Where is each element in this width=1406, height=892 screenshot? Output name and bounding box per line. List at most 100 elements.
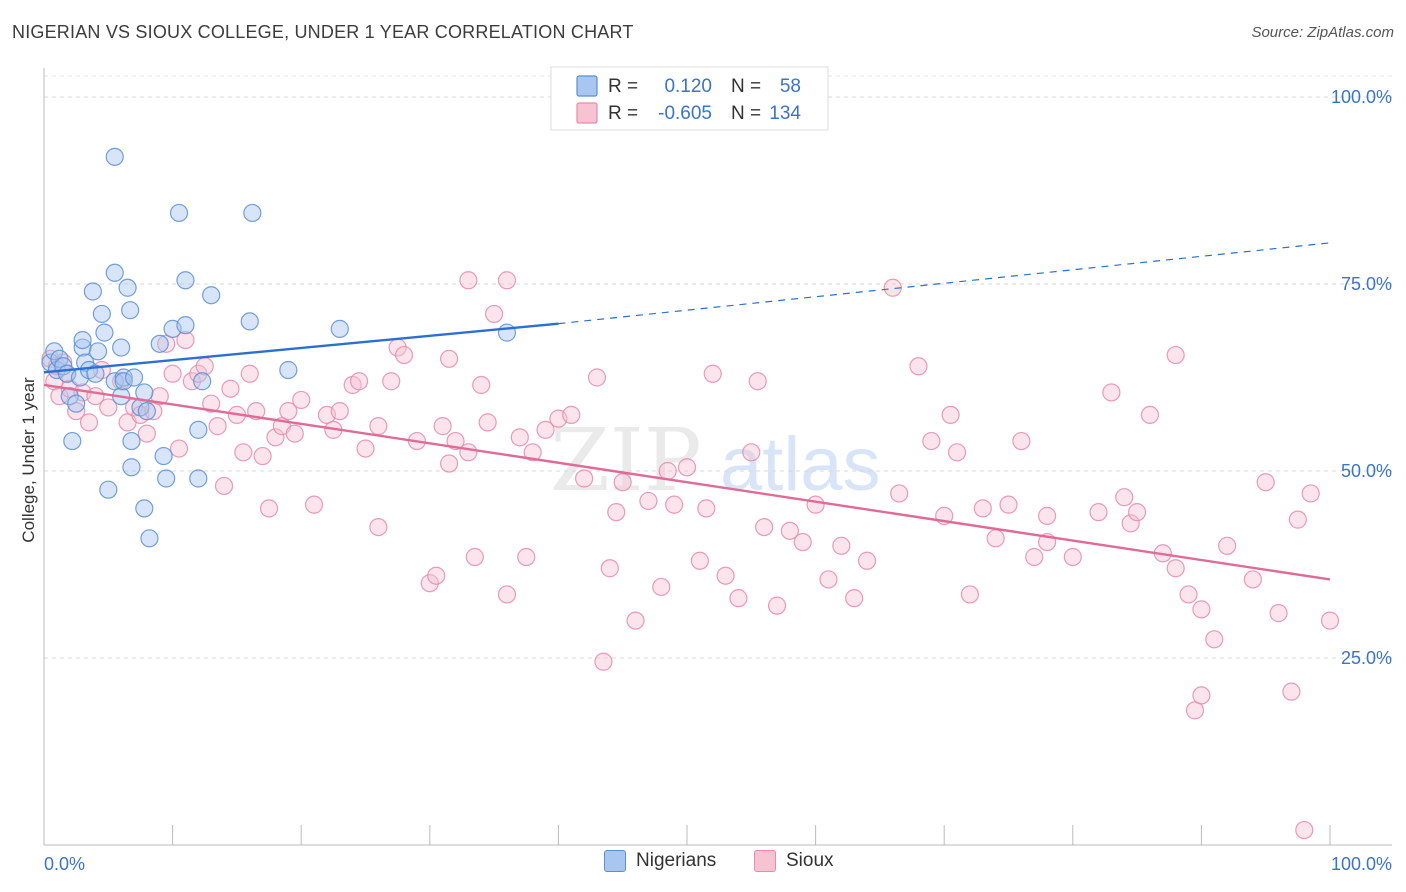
nigerian-point-10 [73,338,92,357]
sioux-point-32 [234,443,253,462]
sioux-point-67 [497,585,517,604]
sioux-point-121 [1115,488,1134,507]
nigerian-point-42 [176,271,195,290]
legend-item-sioux[interactable]: Sioux [754,850,834,872]
y-tick-label-75: 75.0% [1341,274,1392,294]
nigerian-point-38 [154,446,173,466]
sioux-point-29 [214,476,234,496]
sioux-point-116 [1037,506,1057,525]
sioux-point-21 [163,364,182,383]
sioux-point-64 [472,375,491,395]
sioux-point-115 [1025,547,1044,567]
sioux-point-114 [1012,431,1031,451]
sioux-point-70 [517,547,536,567]
sioux-point-65 [478,413,497,432]
watermark-atlas: atlas [720,422,881,507]
legend-item-nigerians[interactable]: Nigerians [604,850,716,872]
sioux-point-135 [1256,473,1275,492]
nigerian-point-39 [157,469,176,488]
sioux-point-76 [587,368,607,387]
legend-label-sioux: Sioux [786,850,834,871]
sioux-point-42 [304,495,324,514]
sioux-point-74 [562,405,581,424]
chart-title: NIGERIAN VS SIOUX COLLEGE, UNDER 1 YEAR … [12,22,634,42]
sioux-point-112 [986,529,1005,548]
sioux-point-33 [240,364,259,383]
sioux-point-51 [382,372,401,391]
nigerian-point-15 [86,364,105,383]
legend-label-nigerians: Nigerians [636,850,717,871]
nigerian-point-34 [135,499,154,518]
nigerian-point-29 [122,431,141,451]
sioux-point-113 [999,495,1018,514]
sioux-point-79 [607,503,626,522]
sioux-point-108 [941,405,960,424]
sioux-point-118 [1063,547,1082,567]
sioux-point-71 [523,443,542,462]
sioux-point-69 [510,428,529,447]
sioux-point-58 [439,349,459,368]
sioux-point-119 [1089,503,1108,522]
sioux-point-7 [67,402,86,421]
sioux-point-36 [259,499,279,518]
sioux-point-40 [285,424,304,443]
correlation-legend: R = 0.120 N = 58 R = -0.605 N = 134 [550,66,829,131]
sioux-point-92 [742,443,761,462]
nigerian-point-18 [95,323,114,342]
legend-r-label-2: R = [608,103,638,124]
nigerian-point-48 [240,312,259,331]
watermark-zip: ZIP [550,411,702,511]
sioux-point-131 [1192,686,1211,705]
sioux-point-139 [1295,820,1314,840]
sioux-point-138 [1288,510,1307,529]
nigerian-point-50 [279,360,298,380]
sioux-point-128 [1179,585,1198,604]
nigerian-point-7 [63,431,82,451]
sioux-point-55 [420,574,439,593]
y-tick-labels: 25.0% 50.0% 75.0% 100.0% [1331,87,1392,668]
series-legend: Nigerians Sioux [0,850,1406,878]
y-tick-label-100: 100.0% [1331,87,1392,107]
sioux-point-90 [716,566,735,585]
sioux-point-101 [845,589,864,608]
sioux-point-91 [729,589,748,608]
nigerian-point-49 [243,203,262,223]
nigerian-point-8 [67,394,86,413]
sioux-point-72 [536,420,555,439]
sioux-point-12 [99,398,118,417]
sioux-point-106 [922,431,941,451]
source-label: Source: ZipAtlas.com [1251,24,1394,41]
legend-n-value-1: 58 [780,76,801,97]
sioux-point-50 [369,417,388,436]
y-tick-label-50: 50.0% [1341,461,1392,481]
legend-swatch-nigerians [576,75,598,97]
sioux-point-122 [1121,514,1140,533]
sioux-point-94 [755,517,774,537]
sioux-point-85 [665,495,684,514]
sioux-point-97 [793,532,812,552]
sioux-point-99 [819,570,838,589]
nigerian-point-11 [73,331,92,350]
sioux-point-81 [626,611,645,630]
legend-r-value-1: 0.120 [664,76,712,97]
x-tick-label-min: 0.0% [44,854,85,874]
sioux-point-102 [857,551,877,570]
sioux-point-37 [266,428,285,447]
nigerian-point-46 [193,372,212,391]
sioux-point-17 [137,424,156,443]
legend-swatch-sioux [576,102,598,124]
sioux-point-141 [1320,611,1340,630]
sioux-point-96 [780,521,799,540]
sioux-point-136 [1269,604,1288,623]
sioux-point-80 [613,473,632,492]
nigerian-point-14 [83,282,102,301]
sioux-point-59 [439,454,459,473]
nigerian-point-45 [189,420,208,439]
nigerian-points [41,147,517,548]
sioux-point-123 [1127,503,1147,522]
legend-swatch-nigerians-bottom [604,850,626,872]
axes [43,68,1392,846]
nigerian-point-51 [330,319,349,338]
legend-swatch-sioux-bottom [754,850,776,872]
nigerian-point-30 [122,458,141,477]
